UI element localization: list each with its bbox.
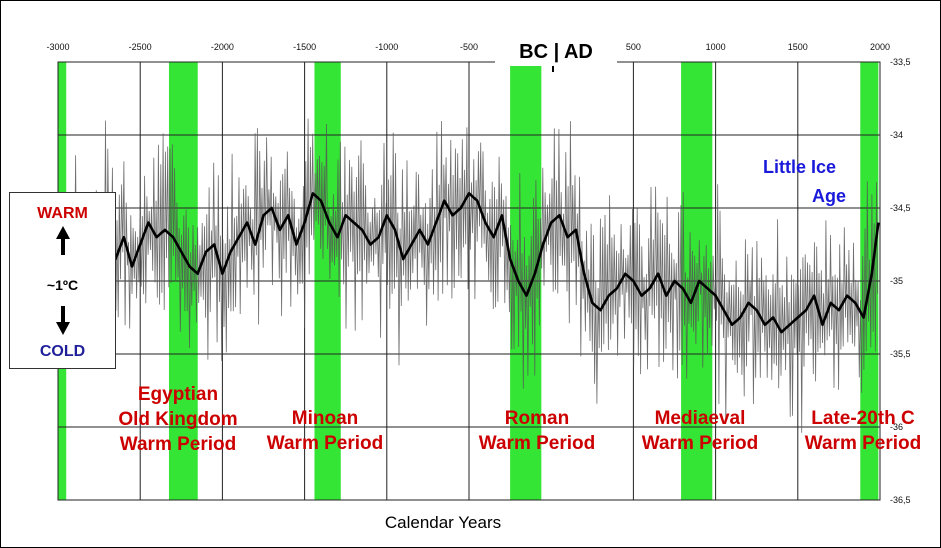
- x-tick-label-1: -2500: [129, 42, 152, 52]
- warm-period-label-line: Warm Period: [805, 433, 922, 454]
- raw-data-line: [62, 118, 879, 433]
- y-tick-label-2: -34,5: [890, 203, 911, 213]
- x-tick-label-4: -1000: [375, 42, 398, 52]
- x-tick-label-2: -2000: [211, 42, 234, 52]
- x-tick-label-3: -1500: [293, 42, 316, 52]
- y-tick-label-3: -35: [890, 276, 903, 286]
- little-ice-age-label: Little Ice Age: [763, 157, 846, 206]
- warm-period-label-line: Old Kingdom: [118, 409, 237, 430]
- warm-period-label-line: Warm Period: [642, 433, 759, 454]
- warm-period-label-line: Warm Period: [479, 433, 596, 454]
- warm-period-label-3: Mediaeval Warm Period: [642, 408, 759, 454]
- x-tick-label-9: 2000: [870, 42, 890, 52]
- y-tick-labels: -33,5 -34 -34,5 -35 -35,5 -36 -36,5: [890, 57, 911, 505]
- raw-series: [62, 118, 879, 433]
- warm-period-label-line: Egyptian: [138, 384, 218, 405]
- cold-label: COLD: [39, 343, 86, 360]
- warm-period-label-2: Roman Warm Period: [479, 408, 596, 454]
- x-tick-label-5: -500: [460, 42, 478, 52]
- smoothed-line: [62, 192, 880, 334]
- down-arrow-icon: [56, 306, 70, 335]
- warm-period-label-line: Minoan: [292, 408, 359, 429]
- y-tick-label-0: -33,5: [890, 57, 911, 67]
- era-label: BC | AD: [519, 41, 593, 63]
- period-labels: Egyptian Old Kingdom Warm Period Minoan Warm…: [118, 64, 921, 455]
- y-tick-label-5: -36: [890, 422, 903, 432]
- temperature-scale-legend: WARM ~1ºC COLD: [9, 192, 116, 369]
- y-tick-label-6: -36,5: [890, 495, 911, 505]
- warm-period-label-1: Minoan Warm Period: [267, 408, 384, 454]
- x-tick-label-6: 500: [626, 42, 641, 52]
- era-label-background: [495, 34, 617, 66]
- warm-period-label-line: Mediaeval: [655, 408, 746, 429]
- x-tick-label-7: 1000: [706, 42, 726, 52]
- y-tick-label-4: -35,5: [890, 349, 911, 359]
- smoothed-series: [62, 192, 880, 334]
- warm-period-label-line: Late-20th C: [811, 408, 915, 429]
- x-axis-title: Calendar Years: [385, 513, 501, 532]
- warm-label: WARM: [37, 205, 88, 222]
- x-tick-label-0: -3000: [46, 42, 69, 52]
- warm-period-label-line: Roman: [505, 408, 569, 429]
- warm-period-label-line: Warm Period: [267, 433, 384, 454]
- warm-period-label-line: Warm Period: [120, 434, 237, 455]
- x-tick-labels: -3000 -2500 -2000 -1500 -1000 -500 500 1000 1500…: [46, 42, 890, 52]
- y-tick-label-1: -34: [890, 130, 903, 140]
- up-arrow-icon: [56, 226, 70, 255]
- little-ice-age-line: Age: [812, 186, 846, 206]
- x-tick-label-8: 1500: [788, 42, 808, 52]
- warm-period-label-4: Late-20th C Warm Period: [805, 408, 922, 454]
- magnitude-label: ~1ºC: [46, 277, 79, 293]
- little-ice-age-line: Little Ice: [763, 157, 836, 177]
- warm-period-label-0: Egyptian Old Kingdom Warm Period: [118, 384, 237, 455]
- scale-arrows: [56, 226, 70, 335]
